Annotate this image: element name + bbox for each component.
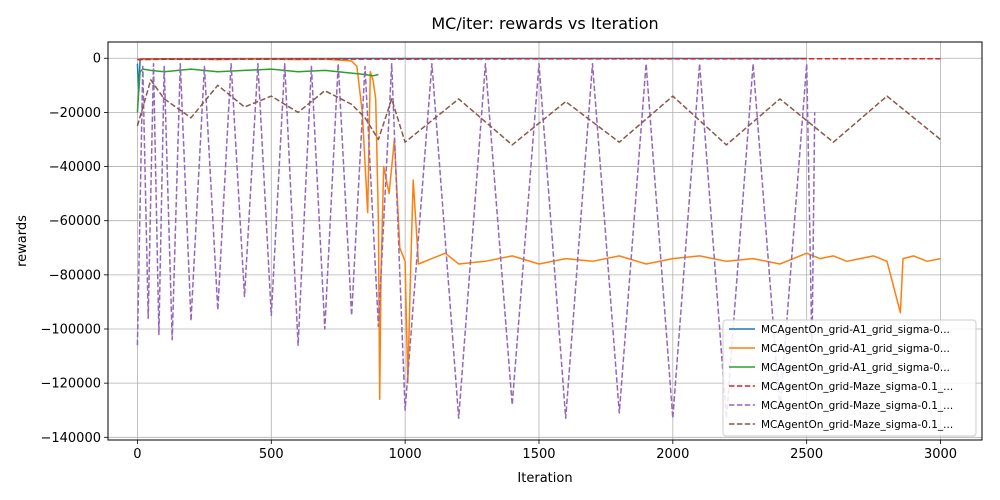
plot-frame (107, 41, 983, 441)
x-tick-label: 1000 (389, 447, 422, 462)
legend-label-5: MCAgentOn_grid-Maze_sigma-0.1_... (761, 400, 953, 412)
x-tick-label: 500 (259, 447, 284, 462)
x-tick-label: 2500 (790, 447, 823, 462)
legend-label-6: MCAgentOn_grid-Maze_sigma-0.1_... (761, 419, 953, 431)
x-axis-ticks: 0 500 1000 1500 2000 2500 3000 (133, 440, 957, 462)
series-line-6 (136, 79, 941, 146)
series-line-4 (137, 58, 941, 61)
legend-label-4: MCAgentOn_grid-Maze_sigma-0.1_... (761, 381, 953, 393)
y-axis-ticks: 0 −20000 −40000 −60000 −80000 −100000 −120000 −… (40, 52, 108, 446)
x-tick-label: 0 (133, 447, 141, 462)
legend-label-3: MCAgentOn_grid-A1_grid_sigma-0... (761, 362, 950, 374)
series-line-2 (137, 58, 941, 401)
legend-box (722, 319, 977, 437)
legend-label-1: MCAgentOn_grid-A1_grid_sigma-0... (761, 324, 950, 336)
legend: MCAgentOn_grid-A1_grid_sigma-0... MCAgent… (722, 319, 977, 437)
legend-label-2: MCAgentOn_grid-A1_grid_sigma-0... (761, 343, 950, 355)
y-tick-label: −40000 (49, 160, 101, 175)
x-tick-label: 3000 (924, 447, 957, 462)
y-tick-label: −120000 (40, 377, 101, 392)
y-tick-label: 0 (93, 52, 101, 67)
chart-title: MC/iter: rewards vs Iteration (431, 14, 658, 33)
y-tick-label: −20000 (49, 106, 101, 121)
y-tick-label: −80000 (49, 268, 101, 283)
x-tick-label: 2000 (656, 447, 689, 462)
plot-series (136, 57, 941, 420)
y-tick-label: −140000 (40, 431, 101, 446)
y-axis-label: rewards (15, 215, 30, 267)
x-tick-label: 1500 (522, 447, 555, 462)
y-tick-label: −100000 (40, 322, 101, 337)
x-axis-label: Iteration (517, 471, 572, 486)
y-tick-label: −60000 (49, 214, 101, 229)
